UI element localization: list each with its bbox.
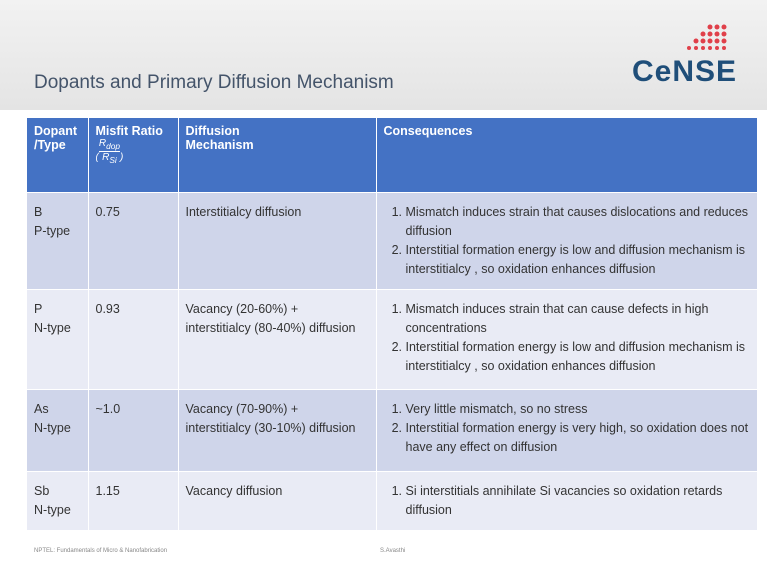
- dopant-cell: P N-type: [27, 289, 89, 390]
- consequence-item: Very little mismatch, so no stress: [406, 400, 750, 419]
- mechanism-line: Vacancy (20-60%) +: [185, 302, 299, 316]
- consequence-cell: Very little mismatch, so no stressInters…: [376, 389, 758, 472]
- dopant-cell: Sb N-type: [27, 471, 89, 530]
- numerator: Rdop: [98, 138, 120, 152]
- footer-center: S.Avasthi: [380, 548, 406, 554]
- slide-title: Dopants and Primary Diffusion Mechanism: [34, 72, 394, 93]
- header-line: Dopant: [34, 124, 78, 138]
- table-row: As N-type ~1.0 Vacancy (70-90%) + interstiti…: [27, 389, 758, 472]
- consequence-list: Mismatch induces strain that can cause d…: [384, 300, 750, 376]
- dopant-cell: B P-type: [27, 192, 89, 290]
- num-sub: dop: [106, 141, 120, 151]
- footer-left: NPTEL: Fundamentals of Micro & Nanofabri…: [34, 548, 168, 554]
- consequence-list: Si interstitials annihilate Si vacancies…: [384, 482, 750, 520]
- dopant-line: N-type: [34, 321, 71, 335]
- dopant-line: N-type: [34, 421, 71, 435]
- consequence-cell: Mismatch induces strain that can cause d…: [376, 289, 758, 390]
- dopant-line: P-type: [34, 224, 71, 238]
- ratio-cell: ~1.0: [88, 389, 179, 472]
- mechanism-cell: Vacancy (20-60%) + interstitialcy (80-40%…: [178, 289, 377, 390]
- consequence-item: Mismatch induces strain that can cause d…: [406, 300, 750, 338]
- dopant-cell: As N-type: [27, 389, 89, 472]
- mechanism-line: Interstitialcy diffusion: [185, 205, 302, 219]
- header-band: [0, 0, 767, 110]
- den-sub: Si: [109, 155, 117, 165]
- header-line: /Type: [34, 138, 66, 152]
- header-line: Diffusion: [185, 124, 240, 138]
- ratio-cell: 0.75: [88, 192, 179, 290]
- dopant-line: Sb: [34, 484, 50, 498]
- mechanism-line: Vacancy diffusion: [185, 484, 283, 498]
- mechanism-line: interstitialcy (80-40%) diffusion: [185, 321, 356, 335]
- logo-text: CeNSE: [632, 55, 738, 88]
- ratio-cell: 1.15: [88, 471, 179, 530]
- dopant-line: N-type: [34, 503, 71, 517]
- mechanism-cell: Interstitialcy diffusion: [178, 192, 377, 290]
- num-base: R: [98, 138, 107, 149]
- mechanism-line: interstitialcy (30-10%) diffusion: [185, 421, 356, 435]
- column-header: Misfit Ratio(Rdop RSi): [88, 118, 179, 193]
- dopant-line: As: [34, 402, 49, 416]
- consequence-list: Very little mismatch, so no stressInters…: [384, 400, 750, 457]
- diffusion-table: Dopant/Type Misfit Ratio(Rdop RSi) Diffusio…: [27, 118, 758, 530]
- fraction: (Rdop RSi): [95, 138, 124, 165]
- table-row: P N-type 0.93 Vacancy (20-60%) + interstitia…: [27, 289, 758, 390]
- dopant-line: B: [34, 205, 43, 219]
- consequence-cell: Mismatch induces strain that causes disl…: [376, 192, 758, 290]
- consequence-item: Interstitial formation energy is low and…: [406, 338, 750, 376]
- den-base: R: [102, 152, 110, 163]
- mechanism-cell: Vacancy diffusion: [178, 471, 377, 530]
- header-line: Misfit Ratio: [95, 124, 163, 138]
- column-header: Diffusion Mechanism: [178, 118, 377, 193]
- consequence-list: Mismatch induces strain that causes disl…: [384, 203, 750, 279]
- table-row: Sb N-type 1.15 Vacancy diffusion Si intersti…: [27, 471, 758, 530]
- consequence-item: Mismatch induces strain that causes disl…: [406, 203, 750, 241]
- logo-dots: [687, 24, 727, 50]
- consequence-cell: Si interstitials annihilate Si vacancies…: [376, 471, 758, 530]
- consequence-item: Interstitial formation energy is low and…: [406, 241, 750, 279]
- consequence-item: Si interstitials annihilate Si vacancies…: [406, 482, 750, 520]
- dopant-line: P: [34, 302, 43, 316]
- mechanism-cell: Vacancy (70-90%) + interstitialcy (30-10%…: [178, 389, 377, 472]
- ratio-cell: 0.93: [88, 289, 179, 390]
- header-line: Consequences: [383, 124, 473, 138]
- table-row: B P-type 0.75 Interstitialcy diffusion Misma…: [27, 192, 758, 290]
- denominator: RSi: [99, 152, 120, 165]
- fraction-body: Rdop RSi: [98, 138, 120, 165]
- consequence-item: Interstitial formation energy is very hi…: [406, 419, 750, 457]
- column-header: Consequences: [376, 118, 758, 193]
- mechanism-line: Vacancy (70-90%) +: [185, 402, 299, 416]
- column-header: Dopant/Type: [27, 118, 89, 193]
- header-line: Mechanism: [185, 138, 254, 152]
